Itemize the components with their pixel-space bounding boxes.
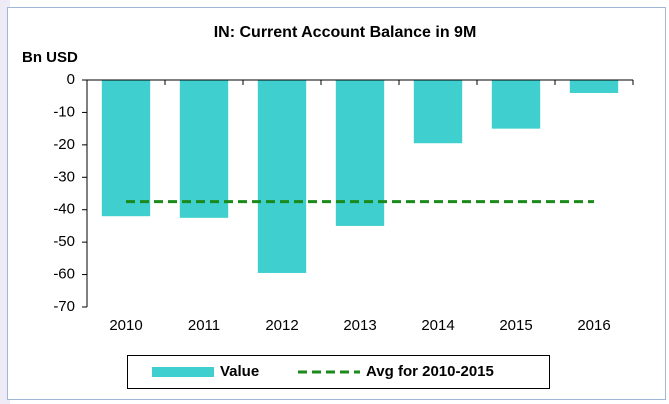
legend-swatch: [152, 367, 214, 377]
legend-label: Value: [220, 363, 259, 380]
x-tick-label: 2010: [109, 317, 142, 334]
x-tick-label: 2016: [577, 317, 610, 334]
x-tick-label: 2015: [499, 317, 532, 334]
y-tick-label: -70: [53, 298, 75, 315]
y-tick-label: -10: [53, 103, 75, 120]
y-tick-label: -60: [53, 266, 75, 283]
y-tick-label: 0: [67, 71, 75, 88]
bar: [491, 80, 541, 129]
bar: [257, 80, 307, 273]
y-tick-label: -20: [53, 136, 75, 153]
bar: [569, 80, 619, 93]
bar: [179, 80, 229, 218]
legend-label: Avg for 2010-2015: [366, 363, 494, 380]
x-tick-label: 2012: [265, 317, 298, 334]
y-tick-label: -40: [53, 201, 75, 218]
bar: [413, 80, 463, 144]
chart-title: IN: Current Account Balance in 9M: [214, 24, 477, 41]
bar: [335, 80, 385, 226]
bar: [101, 80, 151, 217]
x-tick-label: 2011: [188, 317, 220, 334]
y-axis-label: Bn USD: [22, 49, 78, 66]
x-tick-label: 2014: [421, 317, 454, 334]
y-tick-label: -30: [53, 168, 75, 185]
x-tick-label: 2013: [343, 317, 376, 334]
y-tick-label: -50: [53, 233, 75, 250]
side-decoration: [0, 0, 10, 404]
